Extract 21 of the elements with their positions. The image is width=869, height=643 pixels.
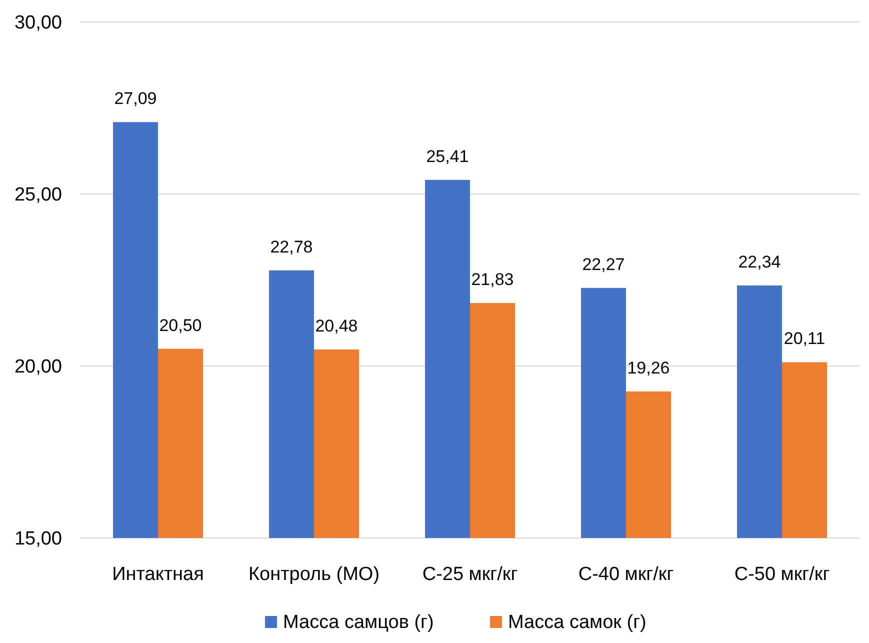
data-label: 22,78 bbox=[270, 237, 313, 256]
legend-label: Масса самцов (г) bbox=[283, 612, 434, 633]
x-tick-label: Интактная bbox=[112, 564, 204, 585]
legend-label: Масса самок (г) bbox=[508, 612, 646, 633]
data-label: 25,41 bbox=[426, 146, 469, 166]
y-tick-label: 25,00 bbox=[14, 184, 62, 206]
data-label: 21,83 bbox=[471, 270, 514, 290]
x-tick-label: С-40 мкг/кг bbox=[578, 564, 674, 585]
x-tick-label: Контроль (МО) bbox=[248, 564, 380, 585]
data-label: 27,09 bbox=[114, 89, 157, 108]
y-tick-label: 30,00 bbox=[14, 12, 62, 34]
data-label: 20,48 bbox=[315, 316, 358, 336]
data-label: 19,26 bbox=[627, 358, 670, 378]
x-tick-label: С-50 мкг/кг bbox=[734, 564, 830, 585]
data-label: 20,50 bbox=[159, 316, 202, 335]
data-label: 22,34 bbox=[738, 252, 781, 272]
data-label: 22,27 bbox=[582, 254, 625, 274]
x-tick-label: С-25 мкг/кг bbox=[422, 564, 518, 585]
y-tick-label: 15,00 bbox=[14, 528, 62, 550]
data-label: 20,11 bbox=[784, 329, 826, 348]
y-tick-label: 20,00 bbox=[14, 356, 62, 378]
